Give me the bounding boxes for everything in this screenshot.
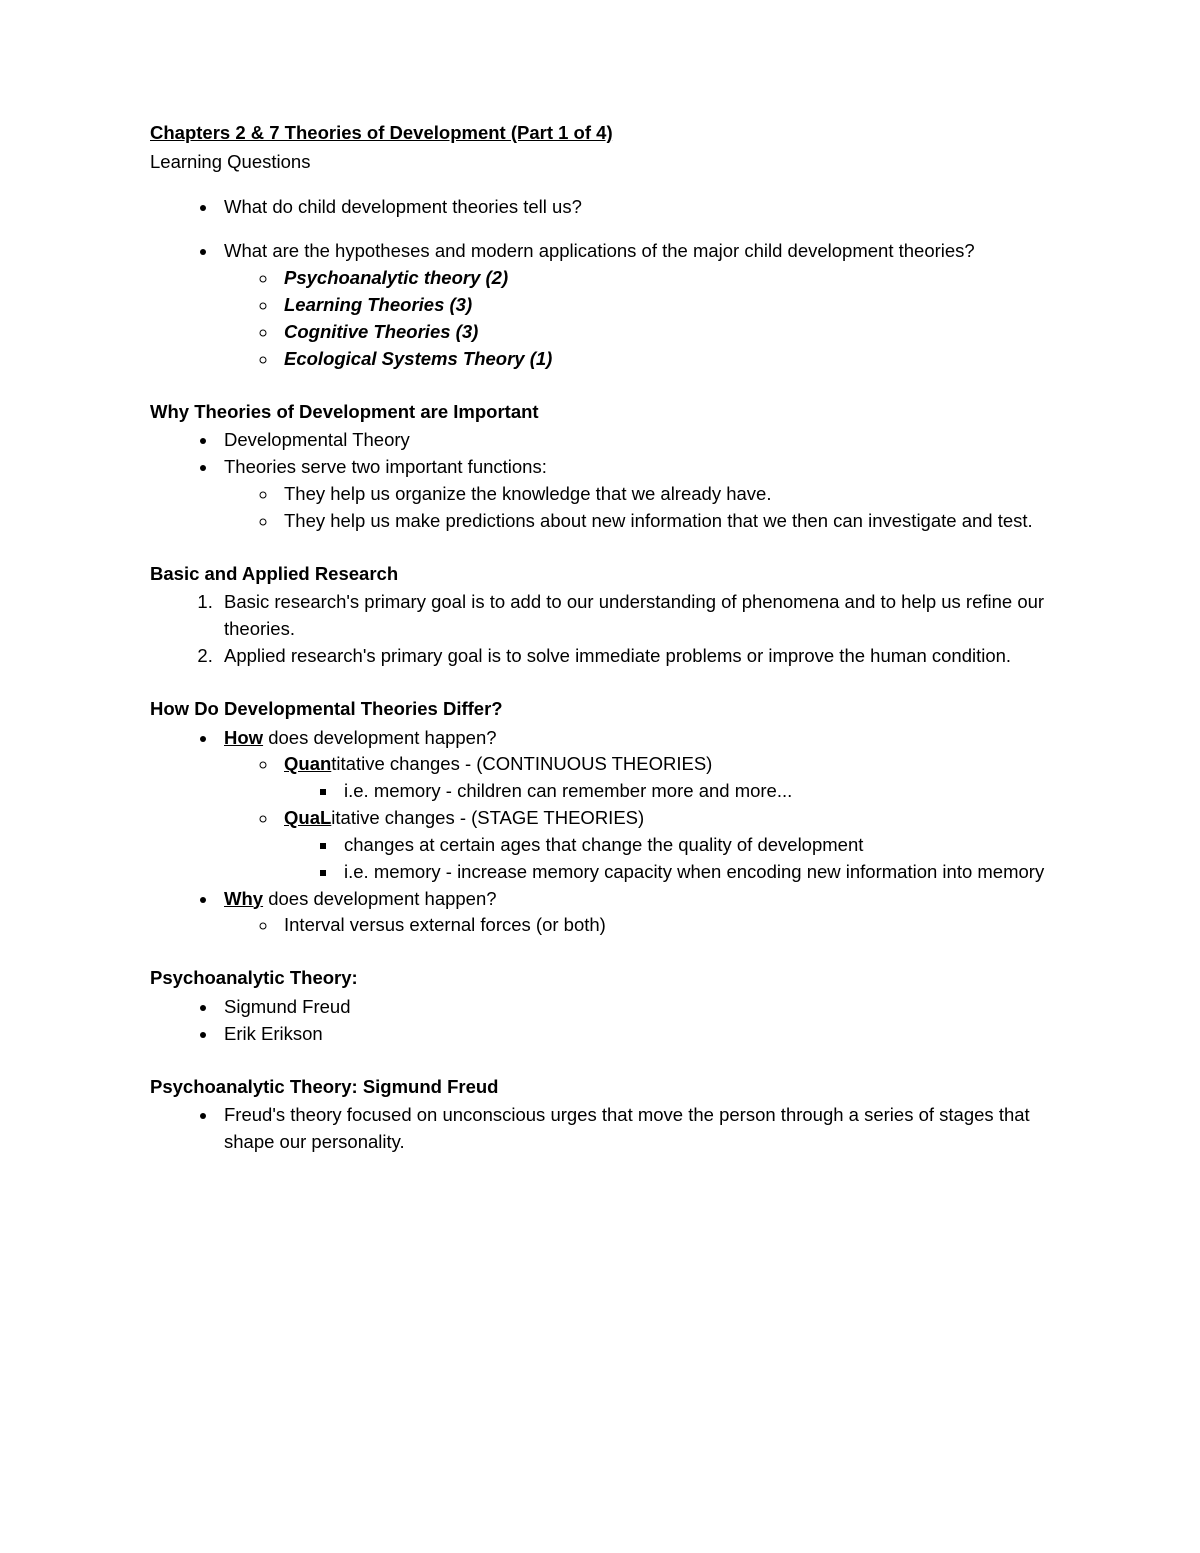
inline-text: does development happen? [263, 888, 497, 909]
page-subtitle: Learning Questions [150, 149, 1050, 176]
list-item: Interval versus external forces (or both… [278, 912, 1050, 939]
underlined-word: QuaL [284, 807, 331, 828]
section-heading: Psychoanalytic Theory: [150, 965, 1050, 992]
list-item: Cognitive Theories (3) [278, 319, 1050, 346]
inline-text: titative changes - (CONTINUOUS THEORIES) [331, 753, 712, 774]
list-item: Ecological Systems Theory (1) [278, 346, 1050, 373]
section-heading: Psychoanalytic Theory: Sigmund Freud [150, 1074, 1050, 1101]
section-heading: How Do Developmental Theories Differ? [150, 696, 1050, 723]
list-item: Learning Theories (3) [278, 292, 1050, 319]
list-item: i.e. memory - children can remember more… [338, 778, 1050, 805]
list-item: What are the hypotheses and modern appli… [218, 238, 1050, 372]
list-item: They help us make predictions about new … [278, 508, 1050, 535]
list-item: Theories serve two important functions: … [218, 454, 1050, 534]
list-item: changes at certain ages that change the … [338, 832, 1050, 859]
section-heading: Why Theories of Development are Importan… [150, 399, 1050, 426]
list-item: Developmental Theory [218, 427, 1050, 454]
list-item: They help us organize the knowledge that… [278, 481, 1050, 508]
inline-text: does development happen? [263, 727, 497, 748]
list-item-text: What are the hypotheses and modern appli… [224, 240, 975, 261]
list-item: QuaLitative changes - (STAGE THEORIES) c… [278, 805, 1050, 885]
page-title: Chapters 2 & 7 Theories of Development (… [150, 120, 1050, 147]
list-item: Applied research's primary goal is to so… [218, 643, 1050, 670]
list-item: i.e. memory - increase memory capacity w… [338, 859, 1050, 886]
list-item: Sigmund Freud [218, 994, 1050, 1021]
list-item-text: Theories serve two important functions: [224, 456, 547, 477]
list-item: How does development happen? Quantitativ… [218, 725, 1050, 886]
inline-text: itative changes - (STAGE THEORIES) [331, 807, 644, 828]
underlined-word: Why [224, 888, 263, 909]
list-item: Psychoanalytic theory (2) [278, 265, 1050, 292]
list-item: Why does development happen? Interval ve… [218, 886, 1050, 940]
list-item: Erik Erikson [218, 1021, 1050, 1048]
list-item: What do child development theories tell … [218, 194, 1050, 221]
underlined-word: Quan [284, 753, 331, 774]
list-item: Quantitative changes - (CONTINUOUS THEOR… [278, 751, 1050, 805]
list-item: Freud's theory focused on unconscious ur… [218, 1102, 1050, 1156]
list-item: Basic research's primary goal is to add … [218, 589, 1050, 643]
underlined-word: How [224, 727, 263, 748]
section-heading: Basic and Applied Research [150, 561, 1050, 588]
